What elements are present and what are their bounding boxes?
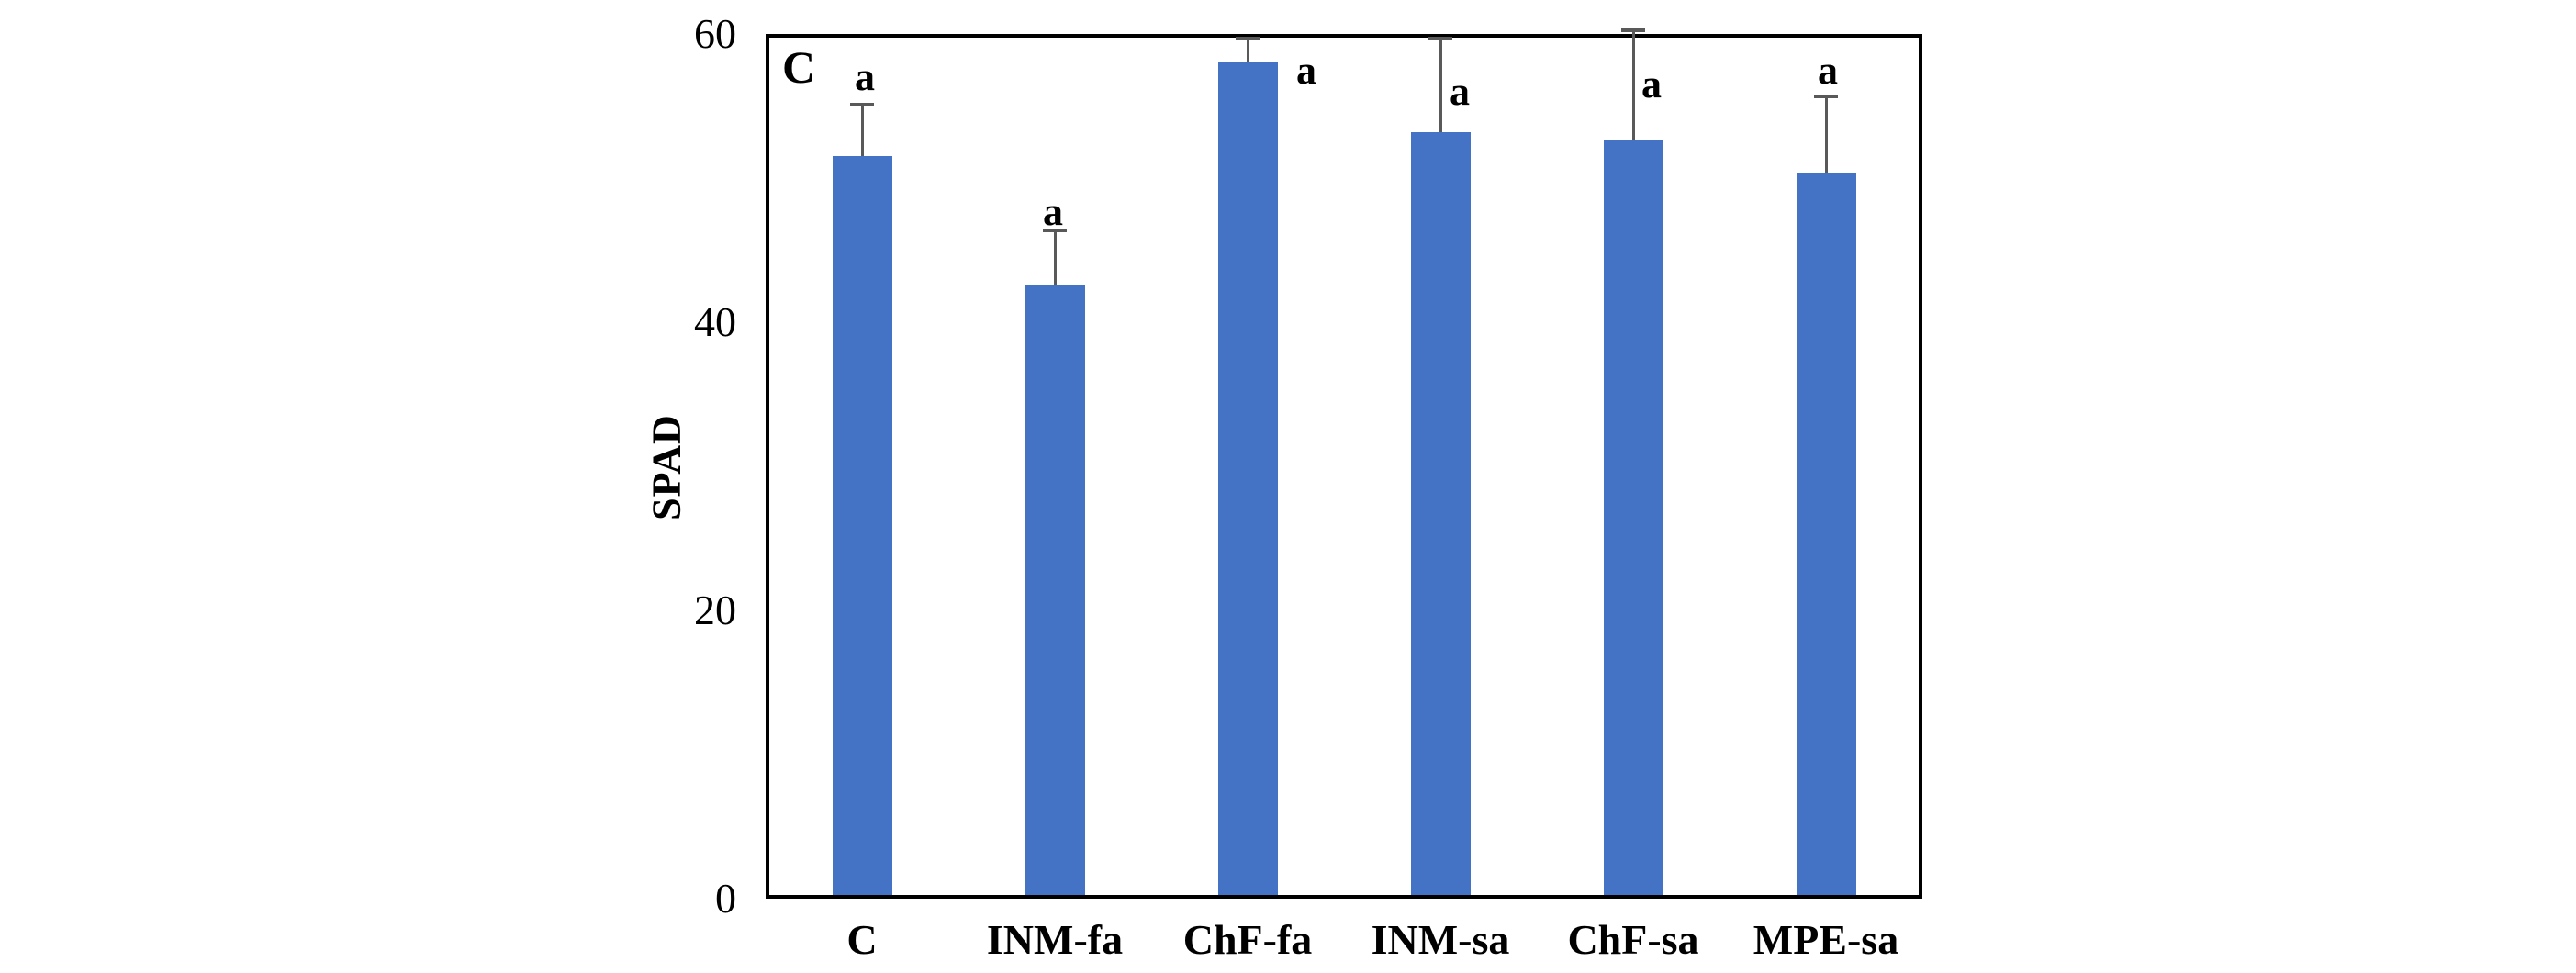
significance-letter: a <box>1450 69 1470 114</box>
y-tick-label: 40 <box>694 298 736 345</box>
error-bar-cap <box>850 102 874 106</box>
bar <box>1410 131 1471 895</box>
y-axis-title: SPAD <box>644 414 689 520</box>
error-bar-whisker <box>1053 229 1057 285</box>
x-category-label: C <box>846 916 878 963</box>
y-tick-label: 20 <box>694 587 736 633</box>
significance-letter: a <box>1043 189 1063 234</box>
significance-letter: a <box>1818 48 1838 93</box>
error-bar-whisker <box>1439 38 1442 132</box>
x-category-label: ChF-fa <box>1182 916 1313 963</box>
bar <box>1025 285 1085 895</box>
bar <box>1796 172 1856 895</box>
error-bar-whisker <box>1631 30 1635 140</box>
x-category-label: INM-sa <box>1371 916 1510 963</box>
x-category-label: INM-fa <box>986 916 1124 963</box>
y-tick-label: 0 <box>715 875 736 922</box>
x-category-label: ChF-sa <box>1567 916 1699 963</box>
panel-label: C <box>782 41 816 93</box>
significance-letter: a <box>855 54 875 99</box>
x-category-label: MPE-sa <box>1753 916 1899 963</box>
error-bar-cap <box>1428 36 1452 40</box>
error-bar-whisker <box>1824 95 1828 173</box>
error-bar-cap <box>1236 36 1260 40</box>
error-bar-cap <box>1043 228 1067 232</box>
y-tick-label: 60 <box>694 10 736 57</box>
error-bar-whisker <box>860 104 864 157</box>
bar <box>1603 139 1663 895</box>
error-bar-cap <box>1621 28 1645 32</box>
significance-letter: a <box>1296 48 1316 93</box>
bar <box>832 156 892 895</box>
error-bar-whisker <box>1246 38 1249 63</box>
plot-area <box>766 34 1922 899</box>
error-bar-cap <box>1814 94 1838 98</box>
bar <box>1217 62 1278 895</box>
significance-letter: a <box>1641 62 1662 106</box>
